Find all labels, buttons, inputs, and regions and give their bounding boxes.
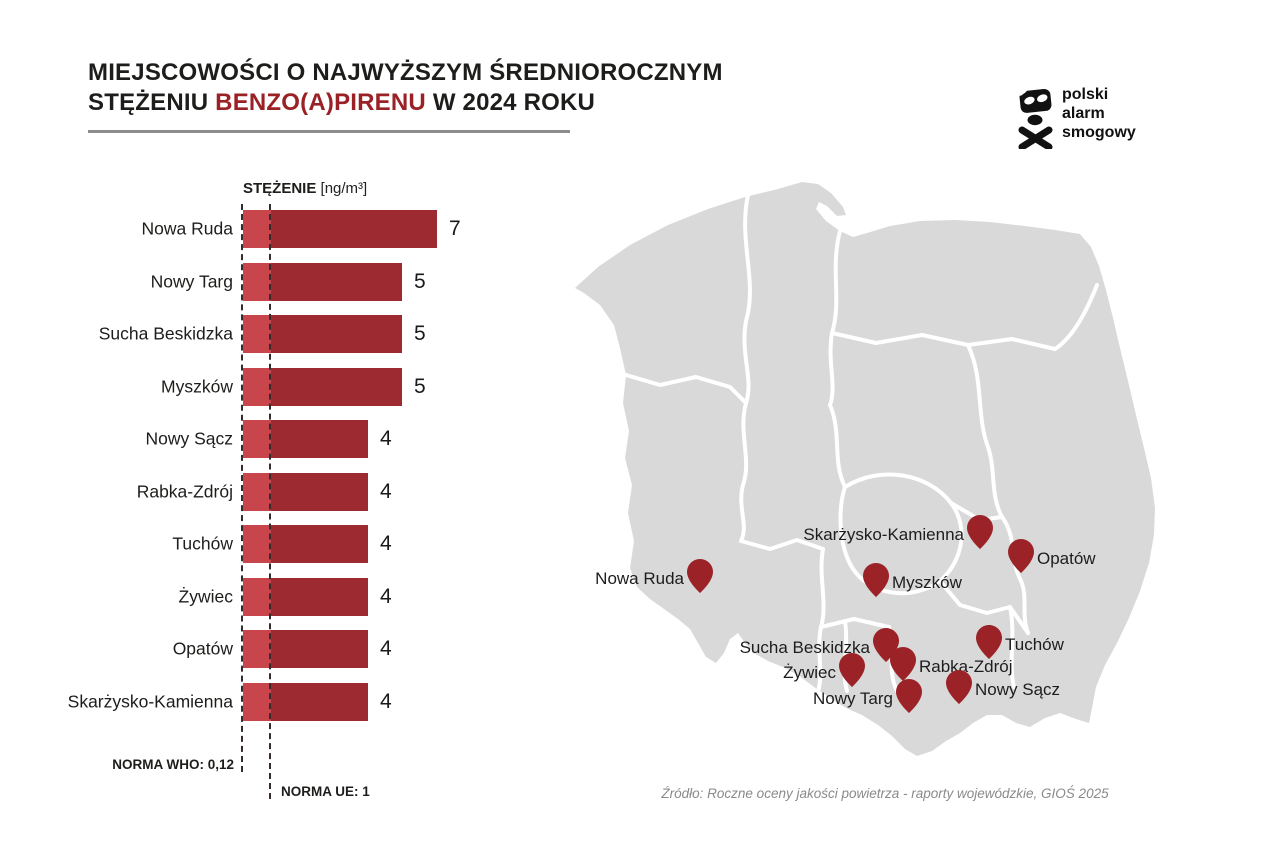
category-label: Nowa Ruda [141, 218, 233, 239]
eu-norm-dashed-line [269, 204, 271, 799]
map-label-tuch-w: Tuchów [1005, 635, 1064, 654]
poland-map [575, 182, 1155, 756]
category-label: Rabka-Zdrój [136, 481, 233, 501]
axis-unit: [ng/m³] [320, 180, 368, 197]
map-label-opat-w: Opatów [1037, 549, 1096, 568]
bar-value: 5 [414, 374, 426, 398]
bar-value: 5 [414, 322, 426, 345]
map-pin-nowy-s-cz [946, 670, 972, 704]
map-pin-rabka-zdr-j [890, 647, 916, 681]
bar-segment-below-eu-norm [243, 525, 271, 563]
chart-row: Nowy Targ 5 [0, 262, 520, 301]
bar [243, 525, 368, 563]
bar-value: 4 [380, 532, 392, 555]
category-label: Żywiec [178, 586, 233, 606]
logo-line3: smogowy [1062, 124, 1136, 141]
map-label-nowa-ruda: Nowa Ruda [595, 569, 684, 588]
bar-segment-below-eu-norm [243, 367, 271, 406]
bar-chart: Nowa Ruda 7 Nowy Targ 5 Sucha Beskidzka 5 Mysz… [0, 0, 520, 760]
map-pin-nowy-targ [896, 679, 922, 713]
chart-row: Myszków 5 [0, 367, 520, 406]
bar-segment-below-eu-norm [243, 420, 271, 458]
map-label-sucha-beskidzka: Sucha Beskidzka [739, 638, 870, 657]
logo-line1: polski [1062, 86, 1109, 103]
category-label: Nowy Targ [150, 271, 233, 291]
chart-row: Nowy Sącz 4 [0, 420, 520, 458]
title-line2-prefix: STĘŻENIU [88, 89, 216, 116]
bar-value: 4 [380, 689, 392, 713]
bar-value: 4 [380, 637, 392, 660]
chart-row: Nowa Ruda 7 [0, 210, 520, 248]
logo-line2: alarm [1062, 105, 1105, 122]
bar-value: 4 [380, 427, 392, 450]
gas-mask-skull-icon [1017, 87, 1053, 149]
bar-segment-below-eu-norm [243, 577, 271, 616]
eu-norm-label: NORMA UE: 1 [281, 784, 370, 799]
map-label-myszk-w: Myszków [892, 573, 962, 592]
chart-row: Rabka-Zdrój 4 [0, 472, 520, 511]
map-label--ywiec: Żywiec [783, 663, 836, 682]
bar-value: 4 [380, 479, 392, 503]
chart-row: Sucha Beskidzka 5 [0, 315, 520, 353]
bar-value: 7 [449, 217, 461, 240]
category-label: Sucha Beskidzka [98, 323, 233, 344]
logo-wordmark: polski alarm smogowy [1062, 85, 1136, 142]
category-label: Skarżysko-Kamienna [67, 691, 233, 711]
bar-segment-below-eu-norm [243, 630, 271, 668]
poland-outline [575, 182, 1155, 756]
map-label-rabka-zdr-j: Rabka-Zdrój [919, 657, 1013, 676]
bar [243, 262, 402, 301]
bar-segment-below-eu-norm [243, 262, 271, 301]
map-pin-skar-ysko-kamienna [967, 515, 993, 549]
bar-segment-below-eu-norm [243, 315, 271, 353]
map-pin-myszk-w [863, 563, 889, 597]
bar-segment-below-eu-norm [243, 210, 271, 248]
bar [243, 420, 368, 458]
chart-row: Tuchów 4 [0, 525, 520, 563]
bar [243, 682, 368, 721]
who-norm-label: NORMA WHO: 0,12 [112, 757, 234, 772]
map-label-skar-ysko-kamienna: Skarżysko-Kamienna [803, 525, 964, 544]
map-label-nowy-s-cz: Nowy Sącz [975, 680, 1061, 699]
chart-row: Żywiec 4 [0, 577, 520, 616]
map-label-nowy-targ: Nowy Targ [813, 689, 893, 708]
map-pin--ywiec [839, 653, 865, 687]
title-highlight: BENZO(A)PIRENU [215, 89, 426, 116]
chart-row: Opatów 4 [0, 630, 520, 668]
category-label: Nowy Sącz [145, 428, 233, 449]
source-note: Źródło: Roczne oceny jakości powietrza -… [661, 786, 1109, 801]
chart-row: Skarżysko-Kamienna 4 [0, 682, 520, 721]
category-label: Myszków [161, 376, 233, 396]
bar [243, 630, 368, 668]
axis-title: STĘŻENIE [ng/m³] [243, 180, 367, 197]
title-line1: MIEJSCOWOŚCI O NAJWYŻSZYM ŚREDNIOROCZNYM [88, 59, 723, 86]
bar-segment-below-eu-norm [243, 472, 271, 511]
bar [243, 472, 368, 511]
category-label: Opatów [172, 638, 233, 659]
bar [243, 577, 368, 616]
map-pin-tuch-w [976, 625, 1002, 659]
who-norm-dashed-line [241, 204, 243, 772]
bar [243, 210, 437, 248]
bar [243, 367, 402, 406]
bar-value: 4 [380, 584, 392, 608]
axis-title-text: STĘŻENIE [243, 180, 317, 197]
map-pin-opat-w [1008, 539, 1034, 573]
page-title: MIEJSCOWOŚCI O NAJWYŻSZYM ŚREDNIOROCZNYM… [88, 58, 748, 118]
title-underline [88, 130, 570, 133]
title-line2-suffix: W 2024 ROKU [425, 89, 596, 116]
category-label: Tuchów [172, 533, 233, 554]
bar [243, 315, 402, 353]
voivodeship-borders [624, 193, 1099, 693]
bar-segment-below-eu-norm [243, 682, 271, 721]
map-pin-nowa-ruda [687, 559, 713, 593]
bar-value: 5 [414, 269, 426, 293]
